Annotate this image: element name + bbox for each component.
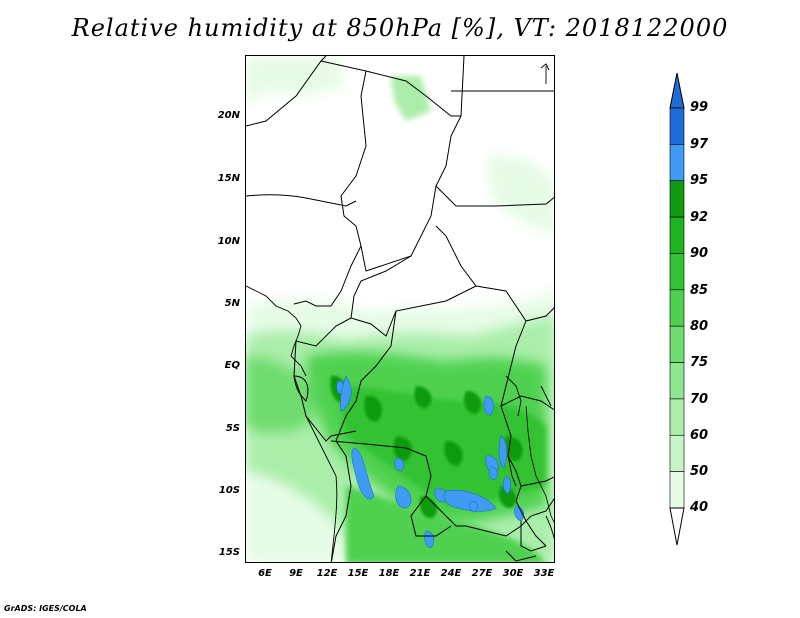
- lon-label: 18E: [378, 568, 400, 579]
- lon-label: 33E: [533, 568, 555, 579]
- colorbar-bottom-arrow: [669, 507, 685, 546]
- colorbar-label: 40: [690, 500, 709, 515]
- lat-label: 20N: [217, 110, 240, 121]
- lon-label: 30E: [502, 568, 524, 579]
- colorbar-label: 60: [690, 428, 709, 443]
- lat-label: 15S: [218, 547, 240, 558]
- colorbar-box: [669, 107, 685, 145]
- colorbar-top-arrow: [669, 72, 685, 109]
- colorbar-label: 99: [690, 100, 709, 115]
- footer-credit: GrADS: IGES/COLA: [4, 604, 87, 613]
- coastlines: [246, 63, 554, 562]
- map-panel: [245, 55, 555, 563]
- plot-title: Relative humidity at 850hPa [%], VT: 201…: [71, 14, 729, 42]
- colorbar-box: [669, 216, 685, 254]
- colorbar-label: 95: [690, 173, 709, 188]
- lon-label: 12E: [316, 568, 338, 579]
- lat-label: 5S: [225, 423, 240, 434]
- colorbar-boxes: [669, 107, 685, 509]
- lon-label: 24E: [440, 568, 462, 579]
- lat-label: 10N: [217, 236, 240, 247]
- colorbar-box: [669, 325, 685, 363]
- lon-label: 9E: [289, 568, 303, 579]
- colorbar-label: 75: [690, 355, 709, 370]
- country-borders: [246, 56, 554, 562]
- humidity-map: [246, 56, 554, 562]
- colorbar-box: [669, 471, 685, 509]
- colorbar-box: [669, 398, 685, 436]
- lat-label: 10S: [218, 485, 240, 496]
- lon-label: 27E: [471, 568, 493, 579]
- colorbar-box: [669, 362, 685, 400]
- lon-label: 6E: [258, 568, 272, 579]
- colorbar-label: 80: [690, 319, 709, 334]
- colorbar-label: 70: [690, 392, 709, 407]
- colorbar-label: 92: [690, 210, 709, 225]
- lon-label: 15E: [347, 568, 369, 579]
- colorbar-box: [669, 180, 685, 218]
- lat-label: 5N: [224, 298, 240, 309]
- lat-label: EQ: [224, 360, 240, 371]
- humidity-shading: [246, 56, 554, 562]
- colorbar-label: 85: [690, 283, 709, 298]
- colorbar-label: 90: [690, 246, 709, 261]
- colorbar-box: [669, 434, 685, 472]
- lat-label: 15N: [217, 173, 240, 184]
- colorbar-box: [669, 289, 685, 327]
- colorbar-label: 50: [690, 464, 709, 479]
- lon-label: 21E: [409, 568, 431, 579]
- colorbar-label: 97: [690, 137, 709, 152]
- colorbar-box: [669, 253, 685, 291]
- colorbar-box: [669, 144, 685, 182]
